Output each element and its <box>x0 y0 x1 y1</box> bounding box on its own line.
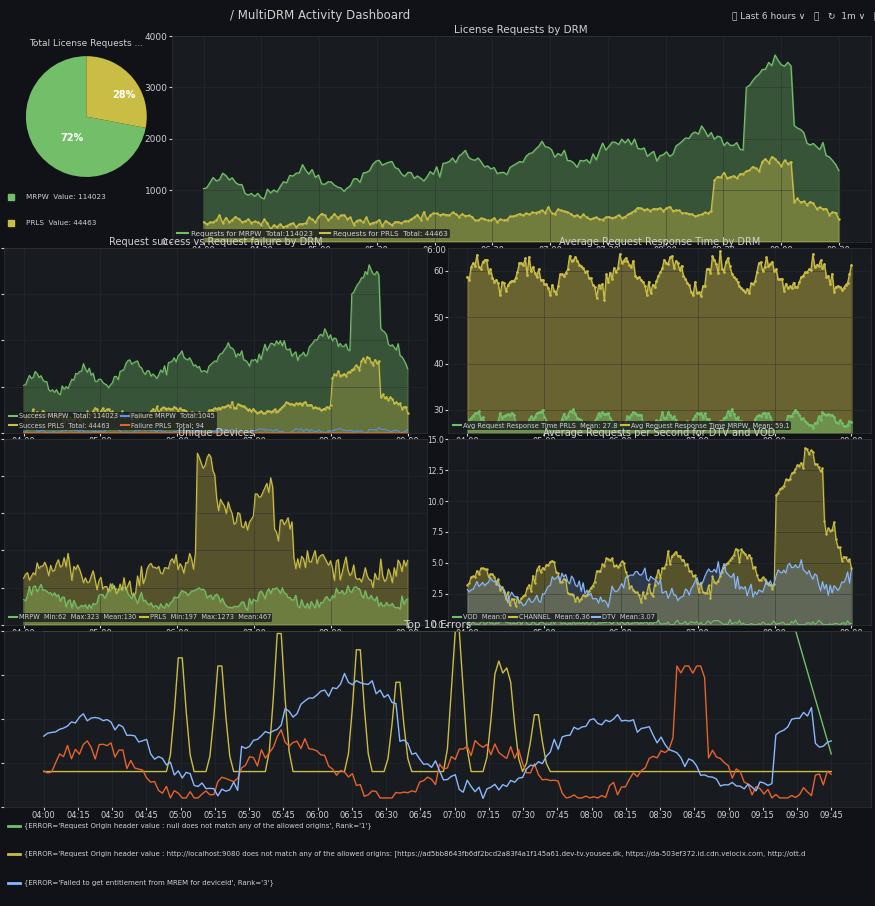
Legend: Avg Request Response Time PRLS  Mean: 27.8, Avg Request Response Time MRPW  Mean: Avg Request Response Time PRLS Mean: 27.… <box>452 421 790 430</box>
Legend: Requests for MRPW  Total:114023, Requests for PRLS  Total: 44463: Requests for MRPW Total:114023, Requests… <box>175 229 450 238</box>
Text: 72%: 72% <box>60 133 84 143</box>
Text: {ERROR='Request Origin header value : null does not match any of the allowed ori: {ERROR='Request Origin header value : nu… <box>24 823 372 829</box>
Legend: MRPW  Min:62  Max:323  Mean:130, PRLS  Min:197  Max:1273  Mean:467: MRPW Min:62 Max:323 Mean:130, PRLS Min:1… <box>8 612 272 622</box>
Text: {ERROR='Failed to get entitlement from MREM for deviceId', Rank='3'}: {ERROR='Failed to get entitlement from M… <box>24 879 274 886</box>
Title: Top 10 Errors: Top 10 Errors <box>403 620 472 630</box>
Text: / MultiDRM Activity Dashboard: / MultiDRM Activity Dashboard <box>229 9 410 23</box>
Text: ⏱ Last 6 hours ∨   🔍   ↻  1m ∨   🖥: ⏱ Last 6 hours ∨ 🔍 ↻ 1m ∨ 🖥 <box>732 12 875 20</box>
Text: {ERROR='Request Origin header value : http://localhost:9080 does not match any o: {ERROR='Request Origin header value : ht… <box>24 851 806 857</box>
Text: 28%: 28% <box>112 91 136 101</box>
Wedge shape <box>87 56 147 128</box>
Legend: Success MRPW  Total: 114023, Success PRLS  Total: 44463, Failure MRPW  Total:104: Success MRPW Total: 114023, Success PRLS… <box>8 412 217 430</box>
Text: PRLS  Value: 44463: PRLS Value: 44463 <box>25 220 96 226</box>
Text: MRPW  Value: 114023: MRPW Value: 114023 <box>25 194 105 200</box>
Wedge shape <box>26 56 146 177</box>
Title: License Requests by DRM: License Requests by DRM <box>454 25 588 35</box>
Title: Average Requests per Second for DTV and VOD: Average Requests per Second for DTV and … <box>543 429 775 439</box>
Legend: VOD  Mean:0, CHANNEL  Mean:6.36, DTV  Mean:3.07: VOD Mean:0, CHANNEL Mean:6.36, DTV Mean:… <box>452 612 657 622</box>
Text: Total License Requests ...: Total License Requests ... <box>29 39 144 48</box>
Title: Request success vs Request failure by DRM: Request success vs Request failure by DR… <box>108 236 323 246</box>
Title: Unique Devices: Unique Devices <box>178 429 254 439</box>
Title: Average Request Response Time by DRM: Average Request Response Time by DRM <box>558 236 760 246</box>
